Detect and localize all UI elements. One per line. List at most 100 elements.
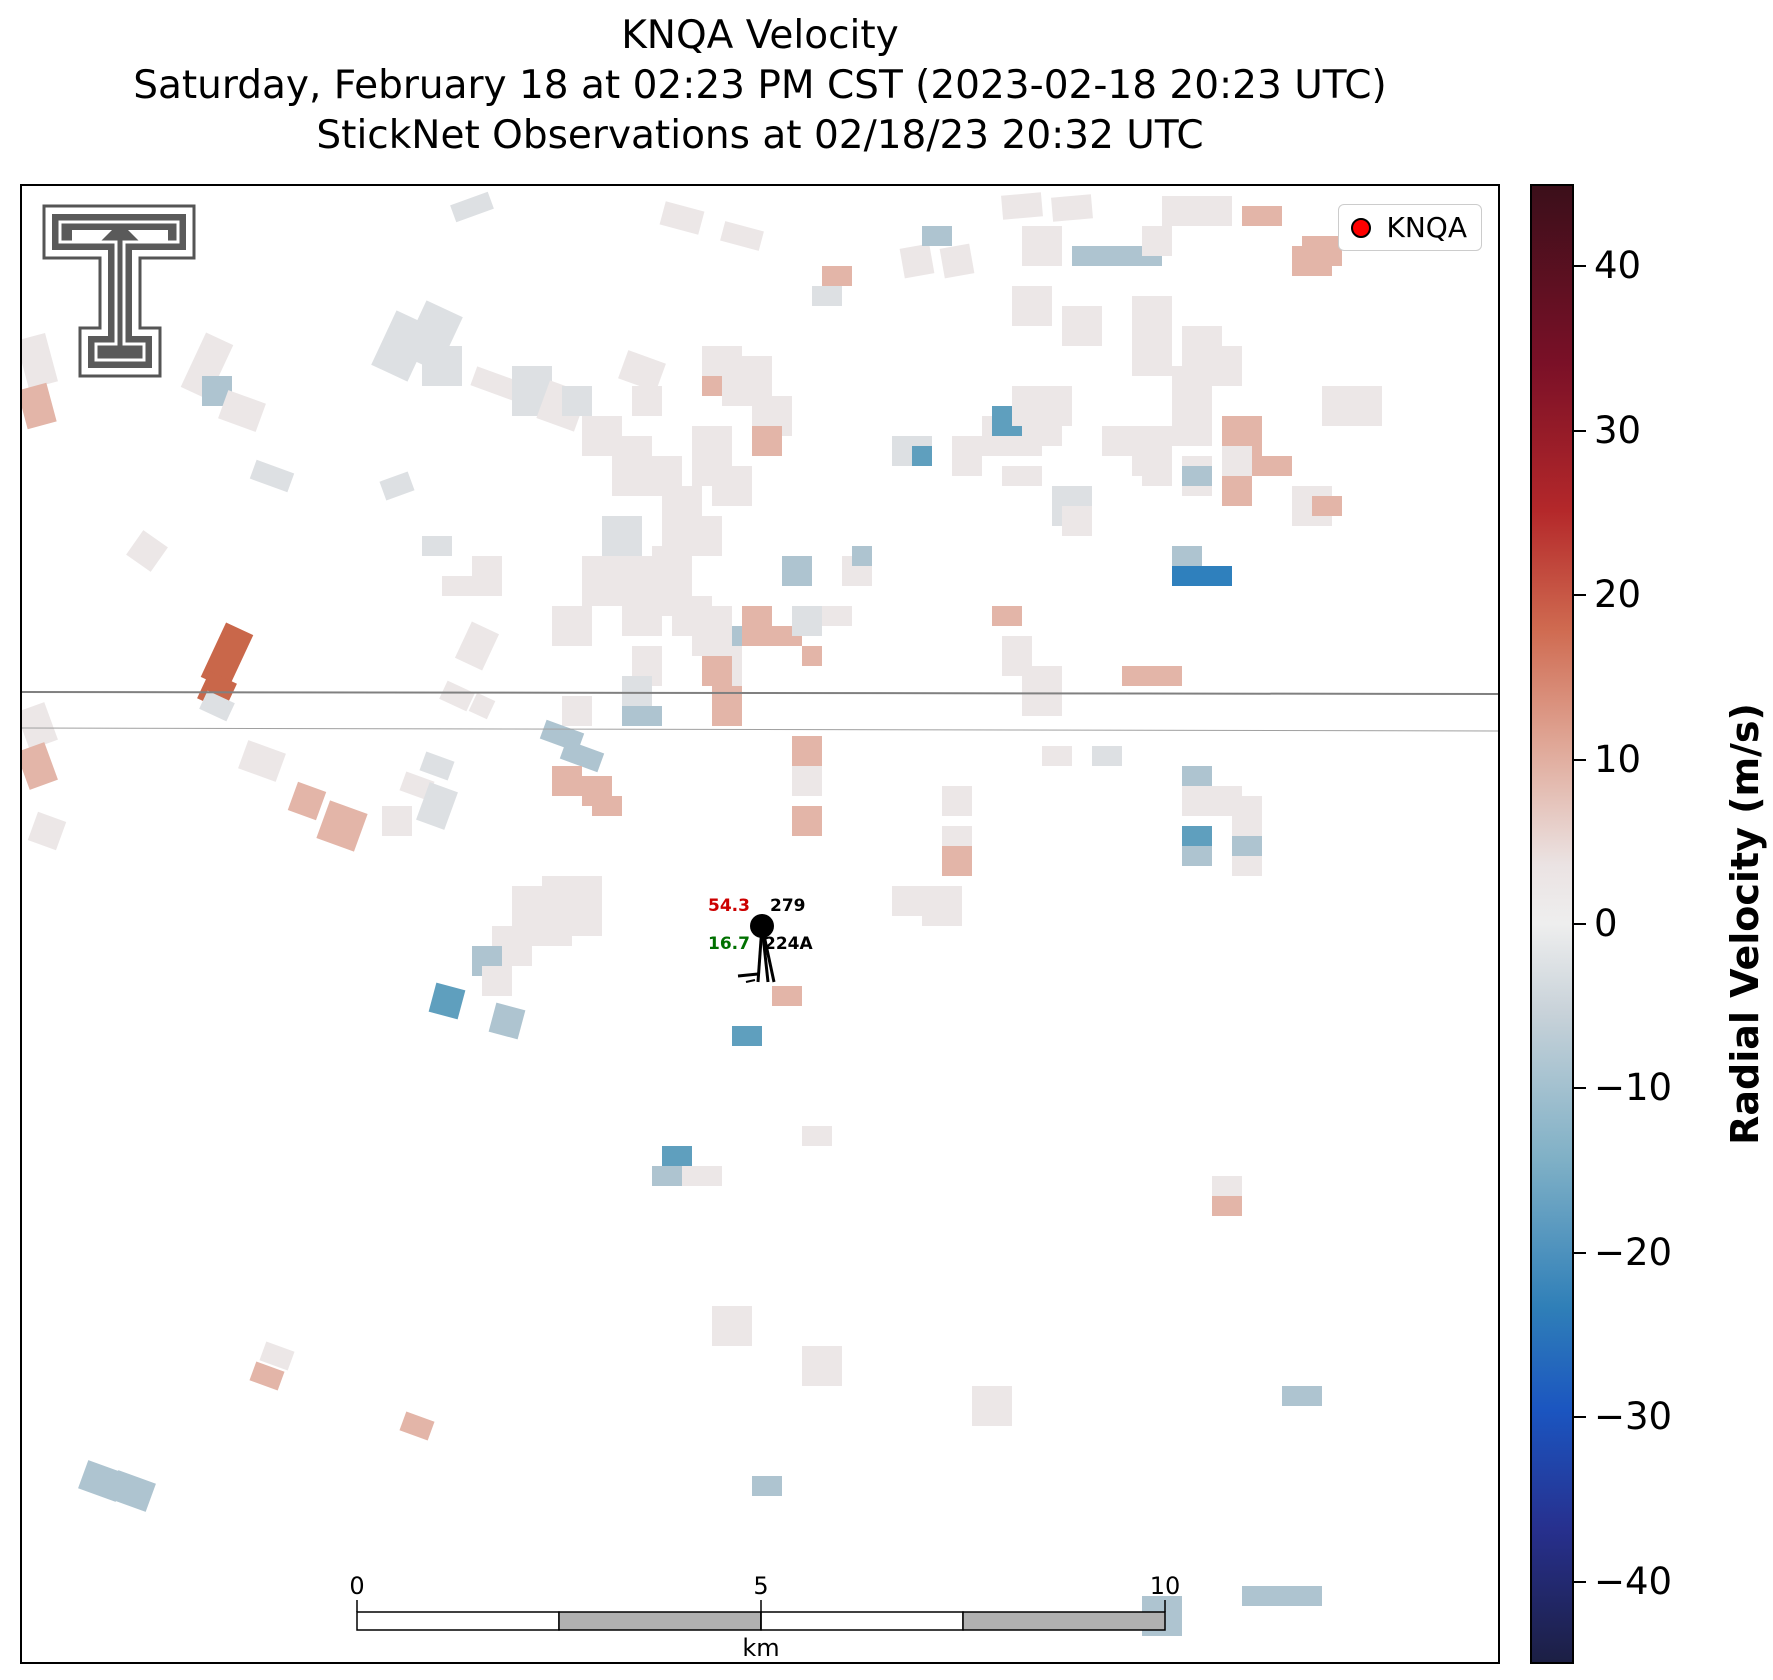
colorbar-tick-label: 10 (1594, 737, 1642, 781)
colorbar-tick-label: −40 (1594, 1559, 1673, 1603)
scalebar-label-0: 0 (349, 1572, 365, 1600)
map-legend: KNQA (1337, 204, 1482, 251)
radar-gate (442, 576, 472, 596)
colorbar-tick (1574, 265, 1586, 268)
radar-gate (22, 742, 58, 790)
chart-subtitle-time: Saturday, February 18 at 02:23 PM CST (2… (133, 63, 1387, 108)
radar-gate (1242, 206, 1282, 226)
radar-gate (401, 300, 463, 372)
radar-gate (108, 1470, 156, 1512)
radar-gate (1172, 546, 1202, 566)
colorbar-tick-label: −20 (1594, 1230, 1673, 1274)
county-boundary-line (22, 691, 1498, 695)
radar-gate (1142, 226, 1172, 256)
radar-gate (972, 1386, 1012, 1426)
radar-gate (802, 1126, 832, 1146)
radar-gate (1022, 226, 1062, 266)
radar-gate (419, 751, 455, 781)
velocity-colorbar (1530, 184, 1574, 1664)
radar-gate (1051, 194, 1093, 222)
radar-gate (1182, 846, 1212, 866)
radar-gate (942, 846, 972, 876)
radar-gate (752, 426, 782, 456)
radar-gate (454, 621, 500, 671)
radar-gate (592, 796, 622, 816)
radar-gate (1102, 426, 1132, 456)
radar-gate (22, 702, 58, 750)
radar-gate (472, 556, 502, 596)
radar-gate (802, 646, 822, 666)
colorbar-tick-label: 20 (1594, 573, 1642, 617)
scalebar-label-5: 5 (753, 1572, 769, 1600)
scalebar-unit: km (742, 1634, 780, 1662)
radar-gate (1252, 456, 1292, 476)
station-temperature: 54.3 (708, 896, 750, 916)
colorbar-tick (1574, 594, 1586, 597)
radar-gate (488, 1002, 526, 1040)
radar-gates (22, 191, 1382, 1636)
radar-gate (450, 191, 494, 223)
radar-gate (428, 982, 466, 1020)
colorbar-tick (1574, 923, 1586, 925)
radar-gate (422, 536, 452, 556)
radar-gate (259, 1341, 295, 1371)
radar-gate (238, 740, 286, 782)
radar-gate (27, 811, 67, 851)
radar-gate (892, 886, 922, 916)
radar-gate (602, 516, 642, 556)
colorbar-title: Radial Velocity (m/s) (1723, 703, 1767, 1145)
radar-gate (1142, 446, 1172, 486)
radar-gate (802, 1346, 842, 1386)
radar-gate (662, 1146, 692, 1166)
radar-gate (559, 739, 605, 773)
radar-gate (952, 436, 982, 476)
radar-gate (1062, 306, 1102, 346)
colorbar-tick (1574, 1087, 1586, 1090)
radar-gate (822, 606, 852, 626)
radar-gate (702, 656, 732, 686)
radar-gate (562, 696, 592, 726)
radar-gate (618, 350, 666, 392)
radar-gate (1322, 386, 1382, 426)
radar-gate (622, 556, 662, 596)
scale-bar (356, 1600, 1166, 1631)
colorbar-tick (1574, 758, 1586, 761)
radar-gate (792, 736, 822, 766)
radar-gate (912, 446, 932, 466)
radar-gate (1182, 826, 1212, 846)
radar-gate (439, 680, 475, 712)
radar-gate (22, 332, 58, 390)
radar-gate (1182, 466, 1212, 486)
radar-gate (622, 676, 652, 706)
radar-gate (1172, 566, 1202, 586)
radar-gate (659, 201, 705, 235)
radar-gate (382, 806, 412, 836)
radar-gate (1072, 246, 1132, 266)
radar-gate (622, 706, 662, 726)
radar-gate (22, 382, 57, 430)
colorbar-tick (1574, 1251, 1586, 1254)
radar-map[interactable]: KNQA 54.3 279 16.7 224A 0 5 10 km (20, 184, 1500, 1664)
radar-gate (1312, 496, 1342, 516)
radar-gate (1012, 286, 1052, 326)
station-pressure: 279 (770, 896, 806, 916)
radar-gate (1042, 746, 1072, 766)
radar-gate (1212, 1196, 1242, 1216)
radar-gate (422, 346, 462, 386)
radar-gate (792, 806, 822, 836)
radar-gate (249, 1361, 285, 1391)
radar-gate (852, 546, 872, 566)
radar-gate (1192, 196, 1232, 226)
radar-gate (1062, 506, 1092, 536)
radar-gate (752, 1476, 782, 1496)
radar-gate (552, 606, 592, 646)
radar-gate (1012, 386, 1072, 426)
radar-gate (249, 459, 295, 493)
radar-gate (792, 606, 822, 636)
radar-gate (899, 243, 935, 279)
radar-gate (482, 966, 512, 996)
radar-site-marker-icon (1350, 217, 1371, 238)
radar-gate (1172, 366, 1212, 446)
radar-gate (562, 386, 592, 416)
radar-gate (812, 286, 842, 306)
